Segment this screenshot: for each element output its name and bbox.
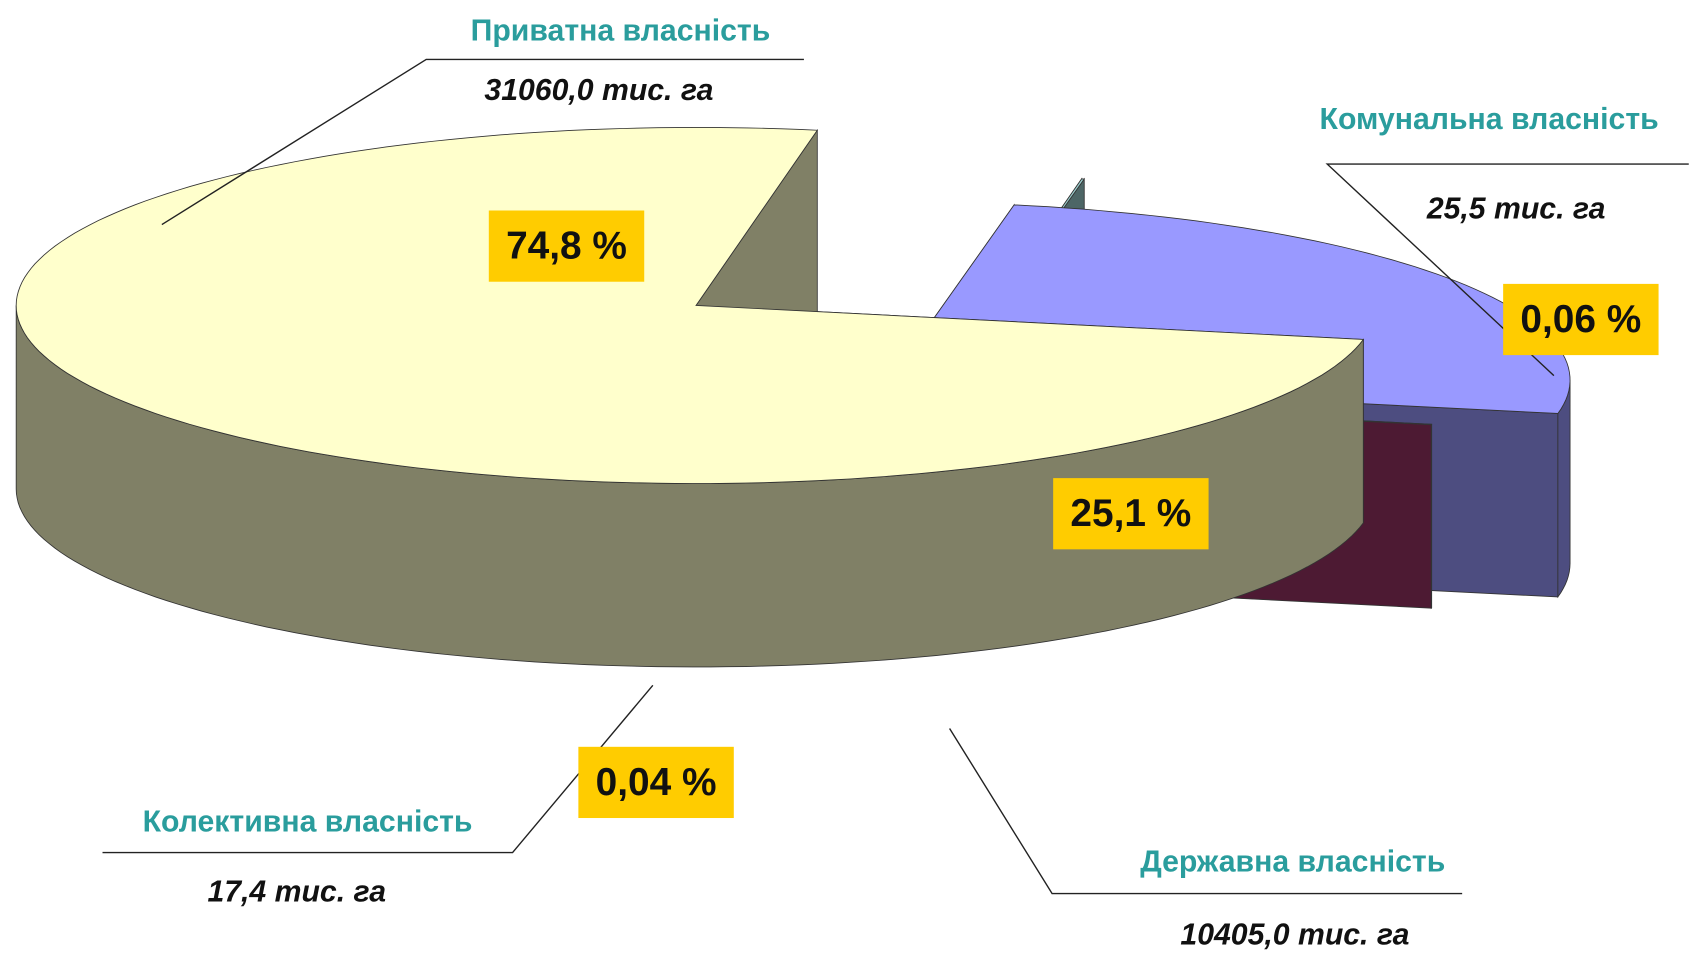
- value-label-box: [578, 746, 734, 819]
- slice: [15, 126, 1365, 668]
- value-label: 0,06 %: [1520, 298, 1641, 341]
- leader-line: [102, 684, 654, 854]
- category-label: Державна власність: [1140, 845, 1445, 878]
- value-label-box: [1053, 478, 1209, 550]
- amount-label: 31060,0 тис. га: [484, 74, 713, 107]
- category-label: Приватна власність: [471, 14, 771, 47]
- category-label: Комунальна власність: [1320, 103, 1659, 136]
- value-label: 74,8 %: [506, 225, 627, 268]
- value-label-box: [488, 210, 645, 282]
- value-label-box: [1503, 283, 1659, 356]
- value-label: 25,1 %: [1070, 492, 1191, 535]
- amount-label: 25,5 тис. га: [1426, 192, 1606, 225]
- category-label: Колективна власність: [143, 805, 473, 838]
- slice-top: [15, 126, 1365, 484]
- amount-label: 10405,0 тис. га: [1180, 919, 1409, 952]
- amount-label: 17,4 тис. га: [207, 876, 386, 909]
- value-label: 0,04 %: [596, 761, 717, 804]
- slice-wall: [1557, 379, 1571, 599]
- leader-line: [948, 728, 1463, 895]
- leader-line: [161, 58, 804, 226]
- leader-line: [1325, 163, 1689, 377]
